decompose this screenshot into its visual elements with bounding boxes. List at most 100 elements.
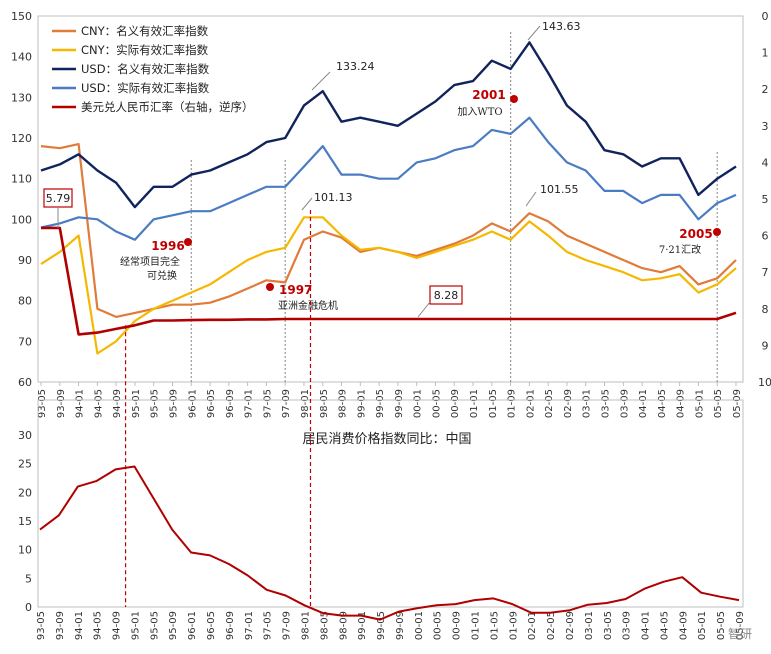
bottom-x-tick-label: 94-05 [93,611,104,640]
event-2005-year: 2005 [679,227,712,241]
right-y-tick-label: 6 [762,230,769,243]
top-x-tick-label: 03-01 [582,389,593,418]
cross-chart-peak-markers [124,210,312,607]
left-y-tick-label: 60 [18,376,32,389]
bottom-x-tick-label: 96-01 [187,611,198,640]
bottom-chart-axes: 0 5 10 15 20 25 30 93-05 93-09 94-01 94-05 94-09 95-… [18,399,746,640]
bottom-x-tick-label: 97-01 [244,611,255,640]
event-2001-text: 加入WTO [457,106,502,118]
cpi-yoy-line [39,465,740,621]
bottom-x-tick-label: 97-05 [263,611,274,640]
bottom-x-tick-label: 93-05 [36,611,47,640]
event-2001-year: 2001 [472,88,505,102]
usdcny-start-label: 5.79 [46,192,71,205]
top-x-tick-label: 97-05 [262,389,273,418]
left-y-tick-label: 90 [18,254,32,267]
leader-line [311,71,331,91]
bottom-x-tick-label: 98-09 [338,611,349,640]
top-x-tick-label: 04-01 [638,389,649,418]
bottom-y-tick-label: 15 [18,515,32,528]
bottom-y-tick-label: 30 [18,429,32,442]
left-y-tick-label: 140 [11,51,32,64]
top-chart-series [40,41,737,355]
bottom-x-tick-label: 96-05 [206,611,217,640]
top-x-tick-label: 05-09 [732,389,743,418]
top-x-tick-label: 94-09 [112,389,123,418]
top-x-tick-label: 04-05 [657,389,668,418]
bottom-x-tick-label: 05-01 [697,611,708,640]
bottom-x-tick-label: 94-01 [74,611,85,640]
bottom-x-tick-label: 95-09 [168,611,179,640]
bottom-x-tick-label: 01-09 [508,611,519,640]
cny-nominal-peak-2002-label: 101.55 [540,183,579,196]
bottom-x-tick-label: 98-05 [319,611,330,640]
top-x-tick-label: 96-05 [206,389,217,418]
top-x-tick-label: 00-01 [413,389,424,418]
leader-line [527,25,541,41]
bottom-x-tick-label: 00-05 [433,611,444,640]
top-x-tick-label: 95-09 [168,389,179,418]
right-y-tick-label: 4 [762,156,769,169]
legend-label: USD：实际有效汇率指数 [81,81,210,95]
right-y-tick-label: 3 [762,120,769,133]
bottom-x-tick-label: 02-09 [565,611,576,640]
bottom-x-tick-label: 00-01 [414,611,425,640]
top-x-tick-label: 98-01 [300,389,311,418]
bottom-x-tick-label: 03-05 [603,611,614,640]
usd-peak-1998-label: 133.24 [336,60,375,73]
top-x-tick-label: 95-01 [131,389,142,418]
top-x-tick-label: 98-09 [338,389,349,418]
cny-real-line [40,216,737,355]
left-y-tick-label: 150 [11,10,32,23]
bottom-x-tick-label: 95-01 [130,611,141,640]
top-x-tick-label: 05-01 [694,389,705,418]
bottom-x-tick-label: 02-05 [546,611,557,640]
left-y-tick-label: 120 [11,132,32,145]
bottom-x-tick-label: 05-05 [716,611,727,640]
left-y-tick-label: 80 [18,295,32,308]
cny-real-peak-1998-label: 101.13 [314,191,353,204]
top-chart-legend: CNY：名义有效汇率指数 CNY：实际有效汇率指数 USD：名义有效汇率指数 USD：… [52,24,254,114]
event-2005-text: 7·21汇改 [659,243,701,256]
top-x-tick-label: 04-09 [676,389,687,418]
right-y-tick-label: 9 [762,339,769,352]
top-x-tick-label: 95-05 [150,389,161,418]
top-x-tick-label: 02-09 [563,389,574,418]
top-x-tick-label: 00-05 [431,389,442,418]
top-x-tick-label: 02-05 [544,389,555,418]
bottom-x-tick-label: 00-09 [452,611,463,640]
legend-label: USD：名义有效汇率指数 [81,62,210,76]
left-y-tick-label: 110 [11,173,32,186]
top-x-tick-label: 99-05 [375,389,386,418]
top-x-tick-label: 01-01 [469,389,480,418]
bottom-x-tick-label: 99-01 [357,611,368,640]
right-y-tick-label: 0 [762,10,769,23]
bottom-x-tick-label: 97-09 [282,611,293,640]
leader-line [417,301,431,318]
bottom-x-tick-label: 99-05 [376,611,387,640]
top-x-tick-label: 97-01 [244,389,255,418]
bottom-x-tick-label: 98-01 [300,611,311,640]
usdcny-peg-label: 8.28 [434,289,459,302]
left-y-tick-label: 130 [11,91,32,104]
right-y-tick-label: 5 [762,193,769,206]
bottom-x-tick-label: 94-09 [112,611,123,640]
left-y-tick-label: 70 [18,335,32,348]
top-plot-frame [37,15,744,383]
bottom-y-tick-label: 10 [18,544,32,557]
top-x-tick-label: 93-09 [56,389,67,418]
top-x-tick-label: 98-05 [319,389,330,418]
bottom-x-tick-label: 03-09 [622,611,633,640]
right-y-tick-label: 1 [762,47,769,60]
leader-line [525,191,537,207]
bottom-x-tick-label: 05-09 [735,611,746,640]
top-x-tick-label: 94-01 [75,389,86,418]
top-x-tick-label: 97-09 [281,389,292,418]
legend-label: CNY：名义有效汇率指数 [81,24,209,38]
bottom-x-tick-label: 96-09 [225,611,236,640]
legend-label: 美元兑人民币汇率（右轴，逆序） [81,100,254,114]
top-chart-event-guides [190,30,718,382]
bottom-y-tick-label: 5 [25,572,32,585]
bottom-x-tick-label: 95-05 [149,611,160,640]
